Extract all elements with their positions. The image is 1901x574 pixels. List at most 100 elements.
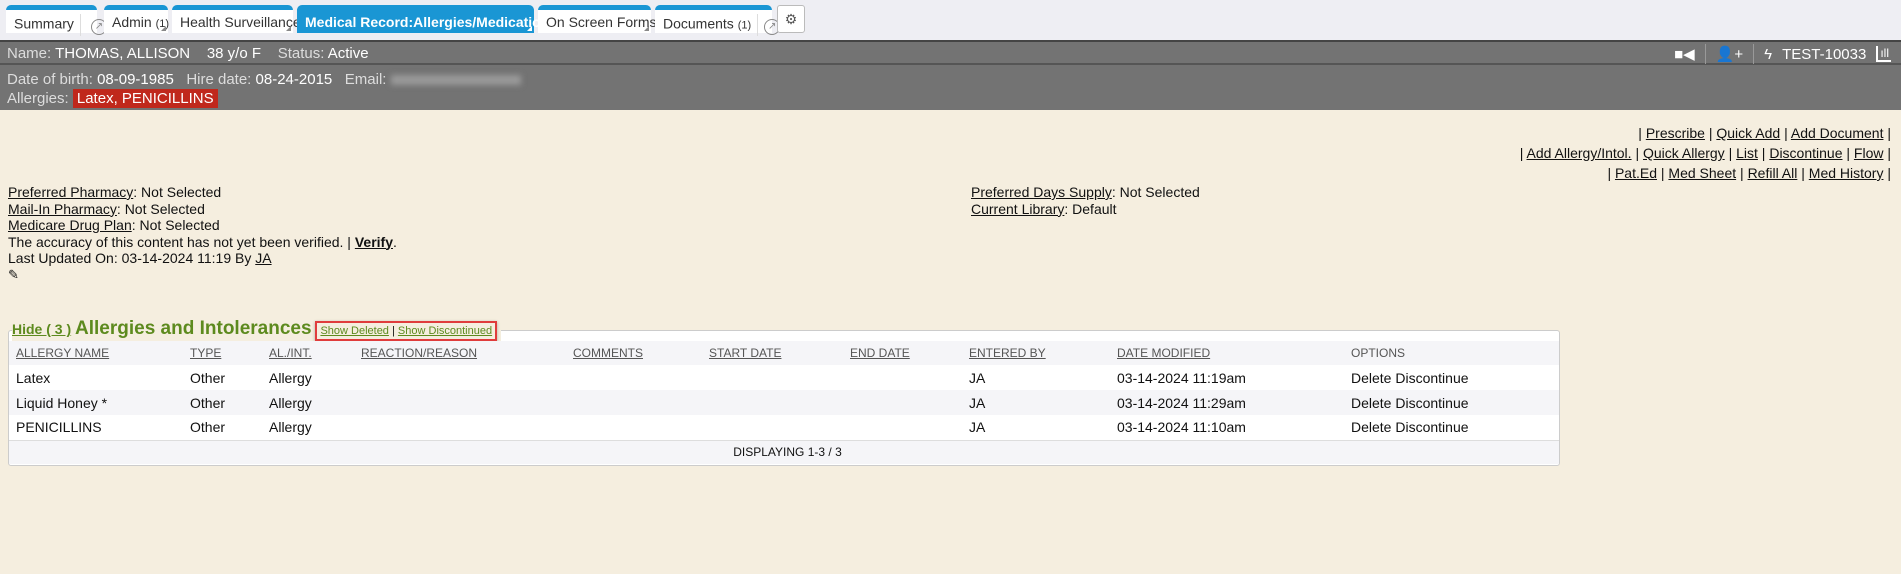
action-links-row3: | Pat.Ed | Med Sheet | Refill All | Med …: [1607, 165, 1891, 181]
preferred-days-supply-link[interactable]: Preferred Days Supply: [971, 184, 1112, 200]
column-header[interactable]: AL./INT.: [262, 341, 354, 365]
discontinue-link[interactable]: Discontinue: [1769, 145, 1843, 161]
medicare-value: : Not Selected: [131, 217, 220, 233]
hire-value: 08-24-2015: [255, 71, 333, 88]
divider: [79, 14, 81, 36]
tab-label: Documents: [663, 15, 734, 32]
add-user-icon[interactable]: 👤+: [1715, 46, 1744, 63]
patient-id: TEST-10033: [1782, 45, 1867, 63]
column-header[interactable]: START DATE: [702, 341, 843, 365]
corner-icon: [644, 26, 649, 31]
prescribe-link[interactable]: Prescribe: [1645, 125, 1705, 141]
name-label: Name:: [7, 45, 52, 62]
table-cell: 03-14-2024 11:10am: [1117, 419, 1246, 436]
delete-button[interactable]: Delete: [1351, 369, 1392, 386]
options-cell: Delete Discontinue: [1344, 415, 1559, 440]
tab-label: Health Surveillance: [180, 14, 301, 30]
delete-button[interactable]: Delete: [1351, 419, 1392, 436]
action-links-row1: | Prescribe | Quick Add | Add Document |: [1638, 125, 1891, 141]
list-link[interactable]: List: [1736, 145, 1758, 161]
show-discontinued-link[interactable]: Show Discontinued: [397, 325, 493, 337]
med-history-link[interactable]: Med History: [1808, 165, 1884, 181]
status-label: Status:: [277, 45, 325, 62]
allergies-badge: Latex, PENICILLINS: [72, 89, 218, 108]
pharmacy-info: Preferred Pharmacy: Not Selected Mail-In…: [8, 184, 397, 282]
flow-link[interactable]: Flow: [1853, 145, 1884, 161]
discontinue-button[interactable]: Discontinue: [1395, 419, 1469, 436]
table-cell: [843, 365, 962, 390]
column-header[interactable]: ENTERED BY: [962, 341, 1110, 365]
quick-allergy-link[interactable]: Quick Allergy: [1642, 145, 1725, 161]
email-redacted: [390, 75, 521, 86]
table-cell: [702, 390, 843, 415]
divider: [757, 14, 759, 36]
tab-health-surveillance[interactable]: Health Surveillance: [172, 5, 301, 33]
table-cell: JA: [969, 369, 986, 386]
allergies-label: Allergies:: [7, 90, 69, 107]
column-header[interactable]: DATE MODIFIED: [1110, 341, 1344, 365]
mail-in-pharmacy-value: : Not Selected: [116, 200, 205, 217]
tab-summary[interactable]: Summary ↗: [6, 5, 107, 36]
tab-label: Summary: [14, 15, 74, 32]
table-cell: [566, 390, 702, 415]
tab-on-screen-forms[interactable]: On Screen Forms: [538, 5, 656, 33]
tab-label: On Screen Forms: [546, 14, 657, 30]
current-library-link[interactable]: Current Library: [971, 200, 1065, 217]
accuracy-notice: The accuracy of this content has not yet…: [8, 233, 351, 250]
column-header: OPTIONS: [1344, 341, 1559, 365]
column-header[interactable]: END DATE: [843, 341, 962, 365]
options-cell: Delete Discontinue: [1344, 390, 1559, 415]
verify-link[interactable]: Verify: [354, 233, 393, 250]
column-header[interactable]: COMMENTS: [566, 341, 702, 365]
table-cell: 03-14-2024 11:29am: [1110, 390, 1344, 415]
edit-pencil-icon[interactable]: ✎: [8, 266, 19, 282]
tab-documents[interactable]: Documents (1) ↗: [655, 5, 781, 36]
table-cell: [354, 415, 566, 440]
action-links-row2: | Add Allergy/Intol. | Quick Allergy | L…: [1519, 145, 1891, 161]
column-header[interactable]: ALLERGY NAME: [9, 341, 183, 365]
show-filters-highlight: Show Deleted | Show Discontinued: [315, 321, 498, 341]
video-camera-icon[interactable]: ■◀: [1674, 46, 1695, 63]
preferred-pharmacy-link[interactable]: Preferred Pharmacy: [8, 184, 134, 200]
table-row: Liquid Honey * Other Allergy JA 03-14-2024 1…: [9, 390, 1559, 415]
preferred-pharmacy-value: : Not Selected: [133, 184, 222, 200]
column-header[interactable]: TYPE: [183, 341, 262, 365]
divider: [1704, 44, 1706, 64]
table-cell: [843, 390, 962, 415]
add-document-link[interactable]: Add Document: [1790, 125, 1884, 141]
column-header[interactable]: REACTION/REASON: [354, 341, 566, 365]
add-allergy-link[interactable]: Add Allergy/Intol.: [1526, 145, 1632, 161]
refill-all-link[interactable]: Refill All: [1747, 165, 1798, 181]
corner-icon: [161, 26, 166, 31]
table-cell: [566, 365, 702, 390]
table-cell: [354, 390, 566, 415]
pat-ed-link[interactable]: Pat.Ed: [1614, 165, 1657, 181]
bar-chart-icon[interactable]: ıll: [1876, 46, 1891, 62]
patient-header: Name: THOMAS, ALLISON 38 y/o F Status: A…: [0, 40, 1901, 110]
settings-gear-icon[interactable]: ⚙: [777, 5, 805, 33]
dob-value: 08-09-1985: [97, 71, 174, 88]
pagination-status: DISPLAYING 1-3 / 3: [9, 439, 1559, 464]
divider: [1753, 44, 1755, 64]
table-header-row: ALLERGY NAME TYPE AL./INT. REACTION/REASON C…: [9, 341, 1559, 365]
updated-by-link[interactable]: JA: [255, 250, 272, 266]
allergies-row: Allergies: Latex, PENICILLINS: [7, 89, 218, 108]
table-cell: Other: [190, 369, 226, 386]
discontinue-button[interactable]: Discontinue: [1395, 394, 1469, 411]
medicare-drug-plan-link[interactable]: Medicare Drug Plan: [8, 217, 132, 233]
tab-bar: Summary ↗ Admin (1) Health Surveillance M…: [0, 0, 1901, 40]
quick-add-link[interactable]: Quick Add: [1716, 125, 1781, 141]
table-cell: Allergy: [269, 369, 312, 386]
table-footer: DISPLAYING 1-3 / 3: [9, 439, 1559, 464]
tab-admin[interactable]: Admin (1): [104, 5, 169, 33]
delete-button[interactable]: Delete: [1351, 394, 1392, 411]
mail-in-pharmacy-link[interactable]: Mail-In Pharmacy: [8, 200, 117, 217]
discontinue-button[interactable]: Discontinue: [1395, 369, 1469, 386]
hire-label: Hire date:: [186, 71, 252, 88]
med-sheet-link[interactable]: Med Sheet: [1668, 165, 1737, 181]
show-deleted-link[interactable]: Show Deleted: [320, 325, 389, 337]
lightning-icon[interactable]: ϟ: [1764, 45, 1773, 63]
patient-details-row: Date of birth: 08-09-1985 Hire date: 08-…: [7, 71, 521, 88]
hide-section-link[interactable]: Hide ( 3 ): [12, 321, 72, 337]
tab-medical-record[interactable]: Medical Record:Allergies/Medications: [297, 5, 557, 33]
